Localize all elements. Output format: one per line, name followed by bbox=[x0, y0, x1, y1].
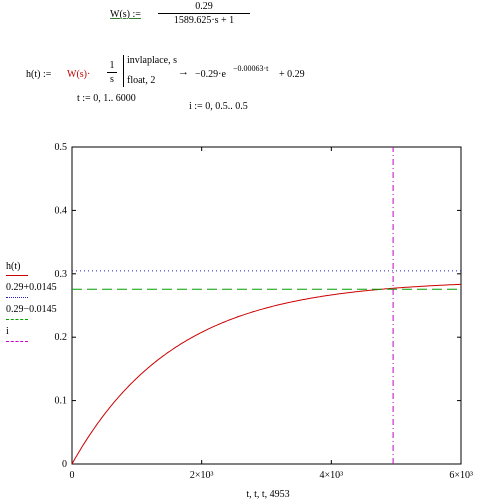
y-tick-label: 0.3 bbox=[55, 269, 68, 280]
series-layer bbox=[71, 147, 462, 465]
h-definition-lhs: h(t) := bbox=[26, 69, 52, 80]
symbolic-directive-bracket bbox=[123, 55, 124, 87]
legend-i-swatch bbox=[6, 341, 28, 342]
w-numerator: 0.29 bbox=[195, 1, 213, 12]
x-tick-label: 4×10³ bbox=[320, 470, 344, 481]
h-definition-w-call: W(s)· bbox=[67, 69, 91, 80]
result-exponent: −0.00063·t bbox=[233, 64, 269, 73]
t-range-definition: t := 0, 1.. 6000 bbox=[77, 93, 136, 104]
w-definition-fraction: 0.29 1589.625·s + 1 bbox=[158, 1, 250, 26]
x-tick-label: 2×10³ bbox=[190, 470, 214, 481]
w-denominator: 1589.625·s + 1 bbox=[173, 15, 235, 26]
symbolic-arrow: → bbox=[178, 66, 189, 78]
i-range-definition: i := 0, 0.5.. 0.5 bbox=[189, 101, 248, 112]
legend-lower-swatch bbox=[6, 319, 28, 320]
directive-invlaplace: invlaplace, s bbox=[127, 55, 177, 66]
y-tick-label: 0.1 bbox=[55, 396, 68, 407]
y-tick-label: 0 bbox=[62, 459, 67, 470]
fraction-bar bbox=[158, 13, 250, 14]
x-axis-label: t, t, t, 4953 bbox=[246, 489, 289, 500]
result-part-a: −0.29·e bbox=[195, 69, 226, 80]
directive-float: float, 2 bbox=[127, 75, 156, 86]
series-line-h-t- bbox=[71, 283, 462, 465]
tick-labels: 0 0.1 0.2 0.3 0.4 0.5 0 2×10³ 4×10³ 6×10³ bbox=[55, 142, 474, 481]
h-definition-one-over-s: 1 s bbox=[107, 60, 117, 85]
legend-h-swatch bbox=[6, 275, 28, 276]
y-tick-label: 0.4 bbox=[55, 205, 68, 216]
legend-upper-label: 0.29+0.0145 bbox=[6, 282, 57, 293]
result-part-b: + 0.29 bbox=[279, 69, 305, 80]
legend-h-label: h(t) bbox=[6, 261, 21, 272]
legend-i-label: i bbox=[6, 326, 9, 337]
axis-ticks bbox=[71, 146, 462, 465]
y-tick-label: 0.2 bbox=[55, 332, 68, 343]
w-definition-lhs: W(s) := bbox=[110, 9, 141, 20]
y-tick-label: 0.5 bbox=[55, 142, 68, 153]
legend-upper-swatch bbox=[6, 297, 28, 298]
x-tick-label: 6×10³ bbox=[449, 470, 473, 481]
plot-frame bbox=[71, 146, 462, 465]
legend-lower-label: 0.29−0.0145 bbox=[6, 304, 57, 315]
x-tick-label: 0 bbox=[70, 470, 75, 481]
